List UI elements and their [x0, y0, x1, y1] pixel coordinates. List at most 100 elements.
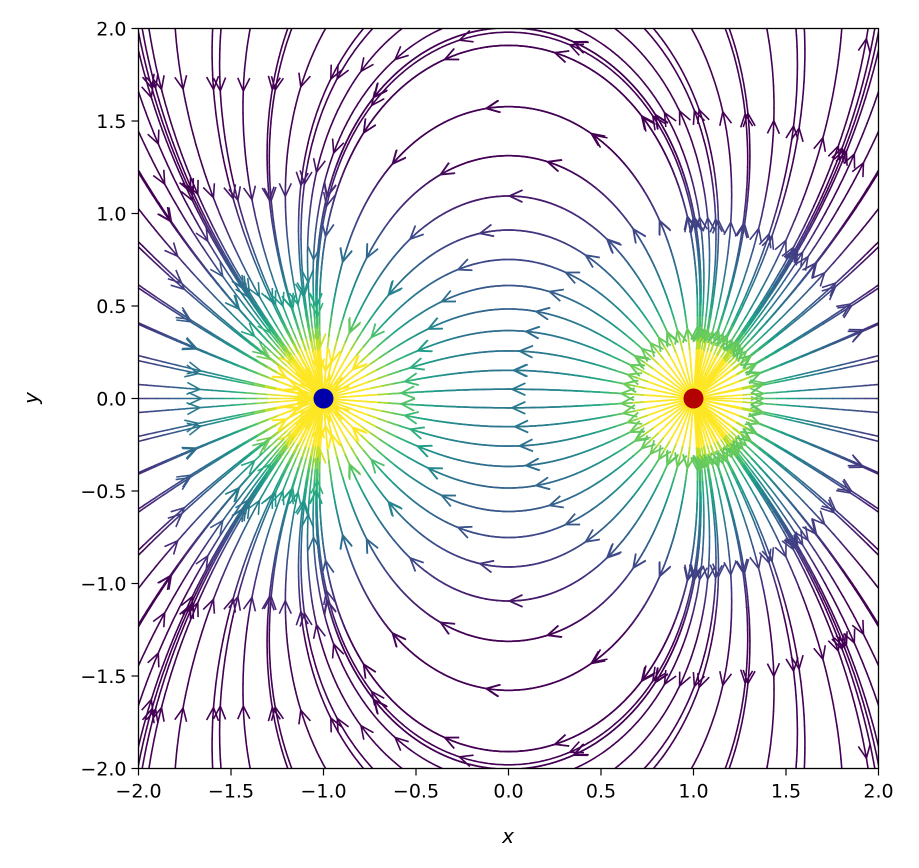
streamline-segment: [382, 96, 392, 107]
streamline-segment: [267, 673, 271, 687]
streamline-segment: [268, 606, 272, 620]
streamline-segment: [492, 509, 505, 513]
streamline-segment: [726, 497, 731, 510]
streamline-segment: [841, 662, 847, 675]
stream-arrow: [633, 354, 649, 369]
streamline-segment: [243, 134, 246, 148]
streamline-segment: [286, 287, 291, 300]
streamline-segment: [285, 162, 288, 175]
streamline-segment: [435, 274, 447, 281]
streamline-segment: [826, 620, 832, 633]
streamline-segment: [735, 330, 744, 341]
streamline-segment: [409, 403, 423, 406]
stream-arrow: [443, 47, 460, 61]
streamline-segment: [788, 639, 792, 652]
streamline-segment: [633, 385, 646, 389]
streamline-segment: [586, 404, 600, 407]
streamline-segment: [404, 194, 414, 204]
stream-arrow: [348, 318, 361, 335]
streamline-segment: [745, 595, 748, 609]
streamline-segment: [862, 465, 875, 472]
streamline-segment: [523, 369, 537, 372]
streamline-segment: [831, 408, 844, 411]
streamline-segment: [578, 375, 592, 379]
streamline-segment: [625, 316, 636, 326]
streamline-segment: [416, 224, 427, 234]
streamline-segment: [822, 610, 828, 623]
stream-arrow: [319, 357, 334, 373]
streamline-segment: [424, 375, 437, 379]
streamline-segment: [746, 651, 749, 664]
streamline-segment: [308, 294, 311, 308]
streamline-segment: [376, 339, 386, 348]
streamline-segment: [297, 542, 300, 556]
streamline-segment: [865, 759, 869, 769]
streamline-segment: [822, 343, 834, 349]
streamline-segment: [151, 194, 160, 206]
streamline-segment: [532, 231, 545, 237]
stream-arrow: [408, 357, 426, 371]
streamline-segment: [446, 240, 459, 247]
streamline-segment: [848, 578, 857, 589]
streamline-segment: [212, 405, 225, 408]
streamline-segment: [860, 596, 869, 608]
streamline-segment: [212, 389, 225, 392]
streamline-segment: [420, 404, 434, 407]
streamline-segment: [854, 198, 863, 210]
streamline-segment: [841, 122, 847, 135]
streamline-segment: [475, 46, 489, 50]
streamline-segment: [605, 337, 617, 345]
streamline-segment: [763, 413, 776, 418]
streamline-segment: [695, 270, 698, 284]
streamline-segment: [368, 283, 376, 295]
streamline-segment: [457, 371, 470, 374]
streamline-segment: [774, 415, 787, 420]
stream-arrow: [533, 306, 550, 321]
streamline-segment: [232, 377, 245, 382]
streamline-segment: [146, 356, 159, 362]
streamline-segment: [175, 749, 178, 762]
streamline-segment: [464, 109, 477, 115]
streamline-segment: [727, 749, 733, 762]
streamline-segment: [313, 545, 316, 559]
streamline-segment: [285, 633, 289, 646]
streamline-segment: [357, 208, 364, 221]
streamline-segment: [341, 363, 350, 375]
streamline-segment: [429, 358, 442, 363]
streamline-segment: [314, 457, 318, 470]
streamline-segment: [151, 47, 156, 60]
streamline-segment: [266, 121, 270, 135]
streamline-segment: [745, 122, 748, 135]
streamline-segment: [332, 192, 337, 205]
streamline-segment: [268, 133, 271, 146]
streamline-segment: [256, 401, 269, 405]
streamline-segment: [663, 229, 669, 242]
streamline-segment: [481, 285, 494, 289]
streamline-segment: [708, 161, 712, 174]
stream-arrow: [439, 290, 457, 303]
streamline-segment: [474, 197, 487, 202]
streamline-segment: [724, 28, 729, 38]
streamline-segment: [617, 308, 628, 318]
streamline-segment: [638, 307, 647, 319]
streamline-segment: [632, 340, 643, 350]
streamline-segment: [648, 373, 660, 381]
streamline-segment: [786, 404, 800, 407]
stream-arrow: [641, 116, 656, 132]
streamline-segment: [602, 193, 613, 203]
streamline-segment: [710, 490, 714, 503]
streamline-segment: [688, 348, 692, 362]
streamline-segment: [789, 650, 794, 663]
streamline-segment: [539, 199, 552, 205]
streamline-segment: [667, 727, 676, 739]
stream-arrow: [821, 281, 838, 297]
streamline-segment: [808, 388, 822, 391]
streamline-segment: [342, 161, 349, 173]
streamline-segment: [778, 188, 783, 202]
streamline-segment: [396, 339, 408, 347]
streamline-segment: [166, 335, 178, 342]
stream-arrow: [785, 657, 799, 673]
streamline-segment: [490, 155, 504, 158]
streamline-segment: [759, 492, 768, 504]
streamline-segment: [811, 347, 824, 354]
